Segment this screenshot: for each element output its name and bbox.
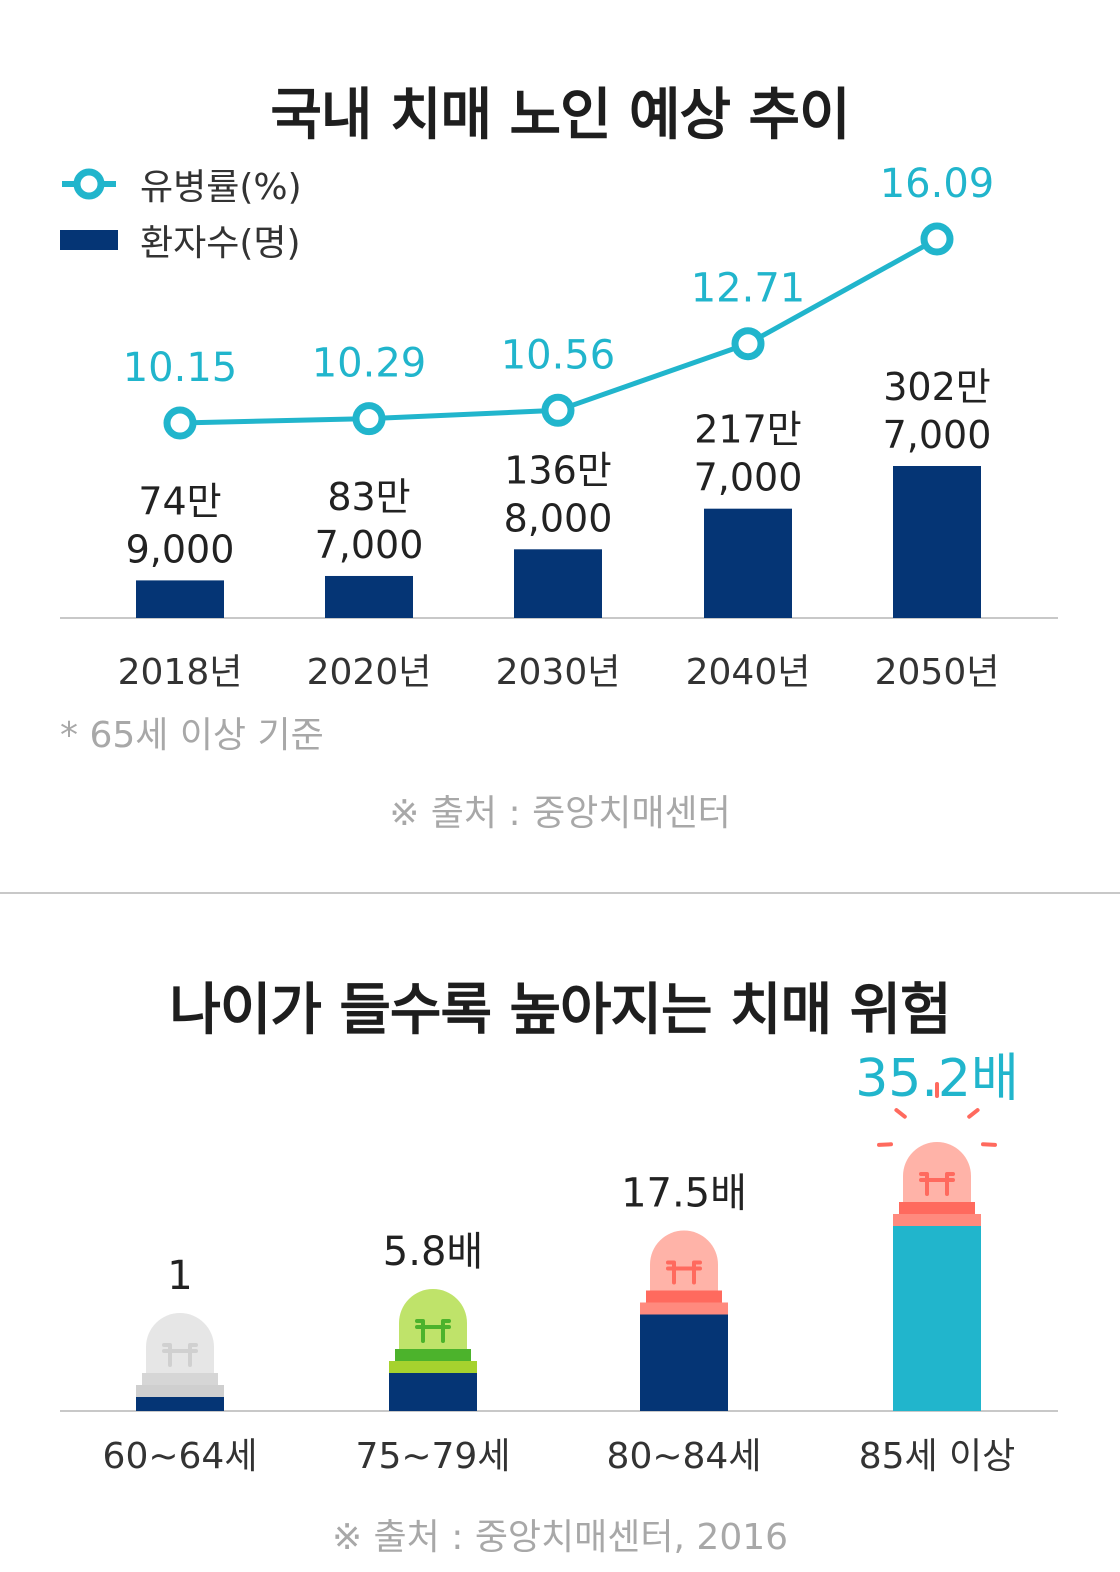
- legend-item-rate: 유병률(%): [60, 162, 302, 208]
- x-tick-label: 2020년: [307, 652, 432, 693]
- x-tick-label: 60~64세: [103, 1436, 258, 1477]
- risk-value-label: 5.8배: [383, 1229, 483, 1275]
- bar-value-label: 136만: [504, 448, 612, 492]
- chart1-title: 국내 치매 노인 예상 추이: [270, 83, 850, 148]
- patient-bar: [325, 575, 413, 618]
- green-siren-icon: [389, 1289, 477, 1373]
- dementia-trend-chart: 74만9,0002018년83만7,0002020년136만8,0002030년…: [60, 161, 1058, 693]
- risk-value-label: 17.5배: [621, 1171, 747, 1217]
- risk-bar: [389, 1373, 477, 1411]
- risk-value-label: 1: [167, 1253, 192, 1299]
- rate-value-label: 10.29: [312, 341, 427, 387]
- chart2-source: ※ 출처 : 중앙치매센터, 2016: [331, 1517, 789, 1558]
- x-tick-label: 2030년: [496, 652, 621, 693]
- bar-value-label: 7,000: [883, 413, 992, 457]
- legend-label-patients: 환자수(명): [140, 223, 301, 264]
- red-siren-icon: [640, 1230, 728, 1315]
- section-divider: [0, 892, 1120, 894]
- x-tick-label: 85세 이상: [859, 1436, 1016, 1477]
- risk-value-label: 35.2배: [855, 1049, 1019, 1109]
- rate-point: [541, 393, 575, 427]
- bar-value-label: 302만: [883, 365, 991, 409]
- x-tick-label: 2040년: [686, 652, 811, 693]
- x-tick-label: 80~84세: [607, 1436, 762, 1477]
- basis-note: * 65세 이상 기준: [60, 715, 324, 756]
- x-tick-label: 2050년: [875, 652, 1000, 693]
- rate-value-label: 10.15: [123, 345, 238, 391]
- rate-value-label: 10.56: [501, 332, 616, 378]
- patient-bar: [136, 580, 224, 618]
- bar-value-label: 7,000: [315, 523, 424, 567]
- risk-bar: [893, 1226, 981, 1411]
- rate-point: [920, 222, 954, 256]
- rate-point: [352, 402, 386, 436]
- rate-value-label: 12.71: [691, 266, 806, 312]
- risk-bar: [640, 1314, 728, 1411]
- bar-value-label: 217만: [694, 408, 802, 452]
- chart2-title: 나이가 들수록 높아지는 치매 위험: [169, 978, 951, 1043]
- rate-point: [731, 327, 765, 361]
- bar-value-label: 83만: [327, 475, 410, 519]
- chart1-source: ※ 출처 : 중앙치매센터: [389, 793, 731, 834]
- patient-bar: [893, 466, 981, 618]
- patient-bar: [514, 549, 602, 618]
- x-tick-label: 2018년: [118, 652, 243, 693]
- gray-siren-icon: [136, 1313, 224, 1397]
- bar-value-label: 74만: [138, 479, 221, 523]
- rate-value-label: 16.09: [880, 161, 995, 207]
- bar-value-label: 8,000: [504, 496, 613, 540]
- bar-value-label: 7,000: [694, 456, 803, 500]
- x-tick-label: 75~79세: [356, 1436, 511, 1477]
- rate-point: [163, 406, 197, 440]
- risk-bar: [136, 1397, 224, 1411]
- legend-item-patients: 환자수(명): [60, 218, 301, 264]
- bar-value-label: 9,000: [126, 527, 235, 571]
- line-marker-icon: [62, 168, 116, 200]
- patient-bar: [704, 508, 792, 618]
- red-siren-alarm-icon: [877, 1082, 997, 1226]
- bar-swatch-icon: [60, 230, 118, 250]
- legend-label-rate: 유병률(%): [140, 167, 302, 208]
